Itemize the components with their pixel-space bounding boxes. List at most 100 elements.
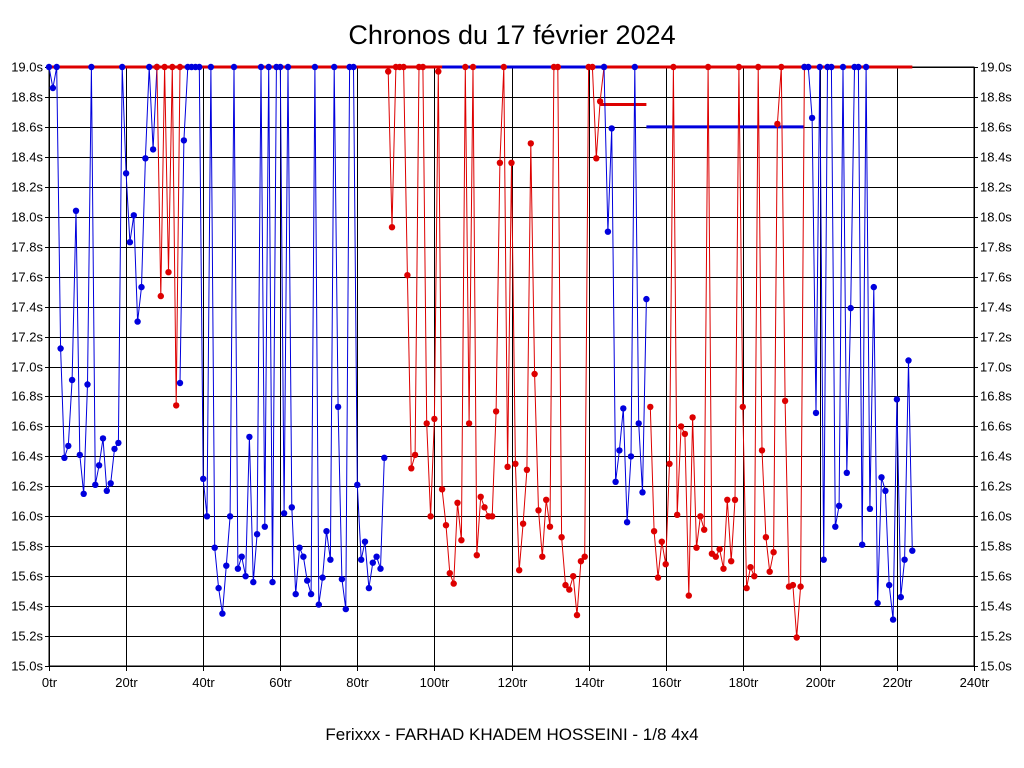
- data-point: [835, 502, 843, 509]
- series-points: [45, 63, 916, 641]
- data-point: [365, 584, 373, 592]
- data-point: [620, 405, 627, 412]
- data-point: [473, 552, 480, 559]
- x-tick-label: 160tr: [652, 675, 682, 690]
- data-point: [442, 522, 450, 529]
- data-point: [766, 568, 773, 575]
- y-tick-label-right: 16.6s: [980, 419, 1012, 434]
- data-point: [589, 63, 596, 71]
- y-tick-label-right: 15.2s: [980, 629, 1012, 644]
- data-point: [242, 573, 249, 580]
- y-tick-label-right: 17.4s: [980, 300, 1012, 315]
- data-point: [354, 481, 361, 488]
- data-point: [596, 98, 604, 105]
- data-point: [512, 460, 519, 467]
- data-point: [751, 573, 758, 580]
- data-point: [450, 580, 457, 587]
- data-point: [142, 155, 149, 162]
- data-point: [238, 553, 245, 560]
- series-line-red-1: [156, 66, 181, 406]
- data-point: [901, 556, 908, 563]
- data-point: [489, 513, 496, 520]
- data-point: [650, 528, 658, 535]
- data-point: [604, 228, 612, 235]
- x-tick-label: 200tr: [806, 675, 836, 690]
- data-point: [111, 445, 118, 453]
- series-line-red-5: [649, 66, 805, 638]
- data-point: [743, 584, 750, 592]
- data-point: [600, 63, 608, 71]
- x-tick-label: 80tr: [346, 675, 369, 690]
- y-tick-label-right: 15.0s: [980, 659, 1012, 674]
- data-point: [566, 586, 573, 593]
- data-point: [889, 616, 897, 623]
- data-point: [176, 379, 184, 387]
- y-tick-label-right: 16.4s: [980, 449, 1012, 464]
- data-point: [886, 581, 893, 589]
- x-tick-label: 100tr: [420, 675, 450, 690]
- y-tick-label-right: 16.0s: [980, 509, 1012, 524]
- data-point: [45, 63, 53, 71]
- data-point: [820, 556, 827, 563]
- data-point: [735, 63, 743, 71]
- data-point: [481, 504, 488, 511]
- data-point: [623, 519, 631, 526]
- data-point: [866, 505, 874, 512]
- data-point: [92, 481, 99, 488]
- data-point: [234, 565, 242, 572]
- data-point: [99, 435, 107, 442]
- data-point: [666, 460, 673, 467]
- data-point: [342, 605, 349, 613]
- data-point: [812, 409, 820, 417]
- data-point: [257, 63, 265, 71]
- data-point: [88, 63, 95, 71]
- data-point: [435, 68, 442, 75]
- y-tick-label: 17.0s: [11, 360, 43, 375]
- y-tick-label: 18.2s: [11, 180, 43, 195]
- y-tick-label: 16.0s: [11, 509, 43, 524]
- data-point: [508, 159, 515, 166]
- series-lines: [48, 65, 913, 638]
- data-point: [149, 146, 157, 153]
- data-point: [358, 556, 365, 563]
- data-point: [165, 269, 172, 276]
- data-point: [639, 489, 646, 496]
- data-point: [250, 578, 257, 586]
- y-tick-label-right: 18.4s: [980, 150, 1012, 165]
- data-point: [704, 63, 712, 71]
- data-point: [774, 120, 781, 128]
- data-point: [465, 420, 473, 427]
- data-point: [516, 567, 523, 574]
- data-point: [816, 63, 823, 71]
- y-tick-label: 17.2s: [11, 330, 43, 345]
- y-tick-label-right: 17.6s: [980, 270, 1012, 285]
- data-point: [847, 304, 854, 312]
- data-point: [905, 357, 912, 364]
- y-tick-label: 16.2s: [11, 479, 43, 494]
- y-tick-label: 18.6s: [11, 120, 43, 135]
- data-point: [581, 553, 588, 560]
- data-point: [685, 592, 692, 599]
- data-point: [797, 583, 804, 590]
- x-tick-label: 220tr: [883, 675, 913, 690]
- data-point: [543, 496, 550, 503]
- data-point: [269, 578, 276, 586]
- y-tick-label-right: 18.0s: [980, 210, 1012, 225]
- data-point: [115, 439, 122, 447]
- data-point: [350, 63, 357, 71]
- data-point: [662, 561, 669, 568]
- data-point: [203, 513, 211, 520]
- y-tick-label: 17.8s: [11, 240, 43, 255]
- y-tick-label-right: 18.8s: [980, 90, 1012, 105]
- y-tick-label: 16.6s: [11, 419, 43, 434]
- data-point: [304, 577, 311, 584]
- data-point: [300, 553, 307, 560]
- y-tick-label: 15.6s: [11, 569, 43, 584]
- x-tick-label: 140tr: [575, 675, 605, 690]
- data-point: [288, 504, 295, 511]
- data-point: [677, 423, 685, 430]
- y-tick-label: 16.8s: [11, 389, 43, 404]
- data-point: [870, 283, 877, 291]
- data-point: [770, 549, 777, 556]
- data-point: [755, 63, 762, 71]
